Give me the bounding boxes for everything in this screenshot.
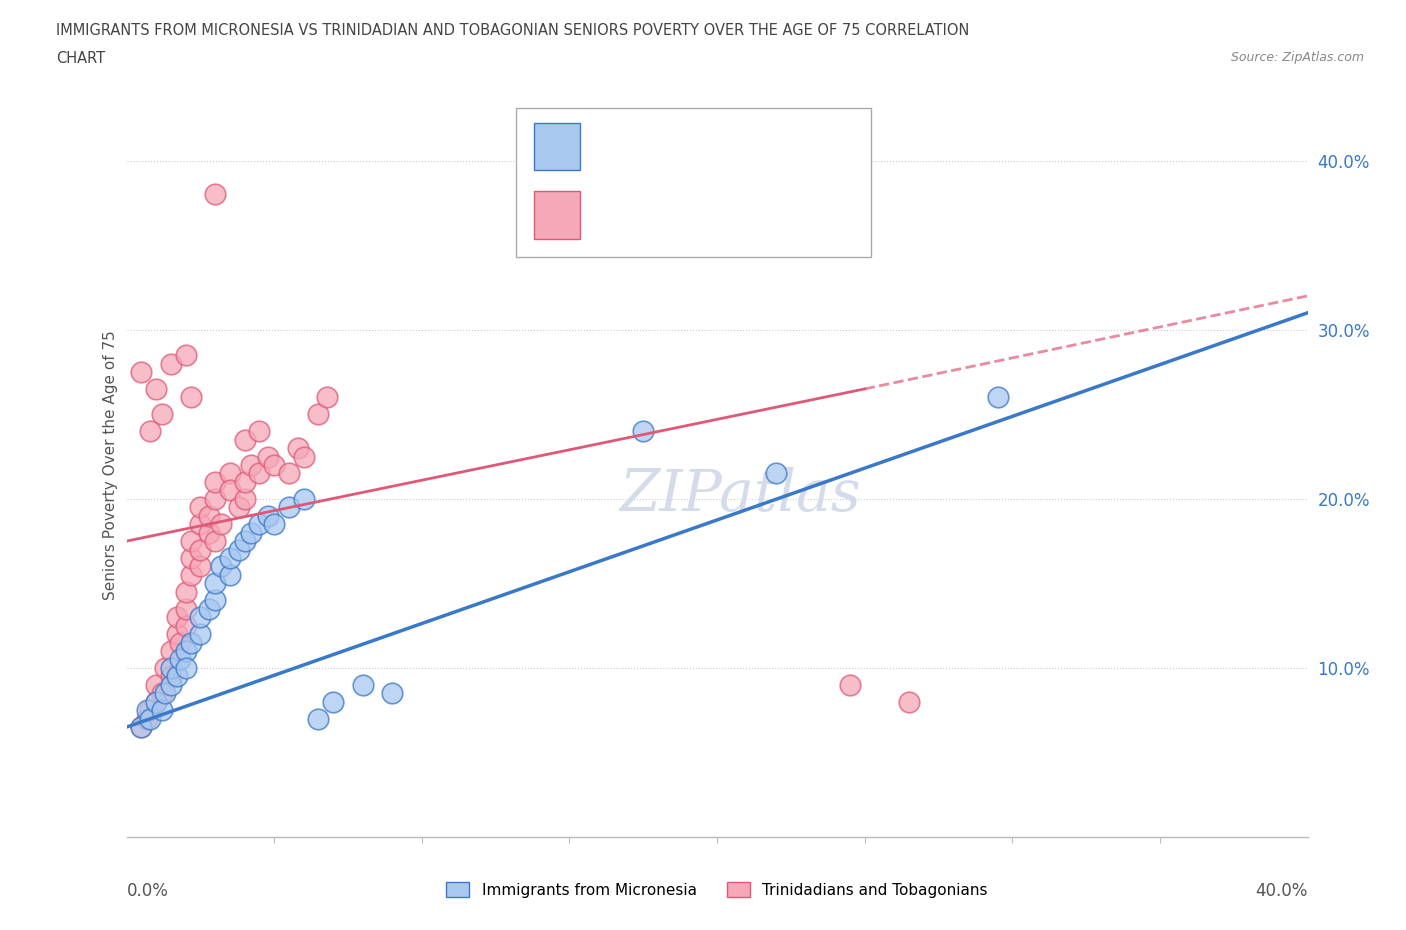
Point — [188, 559, 211, 574]
Point — [153, 685, 176, 700]
Point — [316, 390, 339, 405]
Point — [188, 517, 211, 532]
Point — [204, 576, 226, 591]
Point — [180, 635, 202, 650]
Point — [307, 406, 329, 421]
Point — [322, 695, 344, 710]
Point — [239, 458, 262, 472]
Point — [198, 525, 221, 540]
Point — [263, 458, 285, 472]
Point — [209, 517, 232, 532]
Point — [765, 466, 787, 481]
Point — [188, 499, 211, 514]
Point — [188, 627, 211, 642]
Point — [278, 466, 301, 481]
Text: Source: ZipAtlas.com: Source: ZipAtlas.com — [1230, 51, 1364, 64]
Point — [180, 567, 202, 582]
Point — [139, 711, 162, 726]
Point — [145, 677, 167, 692]
Point — [174, 602, 197, 617]
Point — [139, 424, 162, 439]
Point — [233, 534, 256, 549]
Point — [174, 618, 197, 633]
Y-axis label: Seniors Poverty Over the Age of 75: Seniors Poverty Over the Age of 75 — [103, 330, 118, 600]
Point — [209, 559, 232, 574]
Point — [292, 449, 315, 464]
Point — [166, 669, 188, 684]
Point — [180, 390, 202, 405]
Point — [150, 703, 173, 718]
Point — [233, 432, 256, 447]
Point — [233, 474, 256, 489]
Point — [174, 660, 197, 675]
Point — [139, 703, 162, 718]
Point — [631, 424, 654, 439]
Point — [169, 635, 191, 650]
Point — [198, 509, 221, 524]
Point — [257, 509, 280, 524]
Point — [204, 534, 226, 549]
Point — [987, 390, 1010, 405]
Point — [381, 685, 404, 700]
Point — [145, 695, 167, 710]
Point — [204, 491, 226, 506]
Text: IMMIGRANTS FROM MICRONESIA VS TRINIDADIAN AND TOBAGONIAN SENIORS POVERTY OVER TH: IMMIGRANTS FROM MICRONESIA VS TRINIDADIA… — [56, 23, 970, 38]
Point — [247, 424, 270, 439]
Point — [263, 517, 285, 532]
Text: 40.0%: 40.0% — [1256, 882, 1308, 899]
Point — [204, 187, 226, 202]
Point — [219, 466, 242, 481]
Point — [136, 711, 159, 726]
Point — [257, 449, 280, 464]
Text: 0.0%: 0.0% — [127, 882, 169, 899]
Point — [174, 644, 197, 658]
Point — [129, 720, 153, 735]
Text: CHART: CHART — [56, 51, 105, 66]
Point — [159, 677, 183, 692]
Point — [169, 652, 191, 667]
Point — [174, 348, 197, 363]
Point — [307, 711, 329, 726]
Point — [150, 685, 173, 700]
Point — [159, 669, 183, 684]
Point — [166, 627, 188, 642]
Point — [278, 499, 301, 514]
Point — [129, 720, 153, 735]
Point — [188, 542, 211, 557]
Point — [292, 491, 315, 506]
Point — [188, 610, 211, 625]
Point — [145, 381, 167, 396]
Point — [180, 551, 202, 565]
Point — [150, 406, 173, 421]
Point — [204, 474, 226, 489]
Point — [198, 602, 221, 617]
Point — [145, 695, 167, 710]
Point — [233, 491, 256, 506]
Point — [219, 551, 242, 565]
Point — [159, 644, 183, 658]
Point — [247, 466, 270, 481]
Point — [247, 517, 270, 532]
Point — [180, 534, 202, 549]
Text: ZIPatlas: ZIPatlas — [620, 467, 862, 523]
Point — [159, 660, 183, 675]
Point — [159, 356, 183, 371]
Point — [228, 542, 250, 557]
Point — [287, 441, 309, 456]
Point — [136, 703, 159, 718]
Point — [838, 677, 860, 692]
Point — [897, 695, 920, 710]
Point — [219, 567, 242, 582]
Legend: Immigrants from Micronesia, Trinidadians and Tobagonians: Immigrants from Micronesia, Trinidadians… — [440, 875, 994, 904]
Point — [239, 525, 262, 540]
Point — [352, 677, 374, 692]
Point — [228, 499, 250, 514]
Point — [204, 592, 226, 607]
Point — [129, 365, 153, 379]
Point — [174, 584, 197, 599]
Point — [166, 610, 188, 625]
Point — [153, 660, 176, 675]
Point — [219, 483, 242, 498]
